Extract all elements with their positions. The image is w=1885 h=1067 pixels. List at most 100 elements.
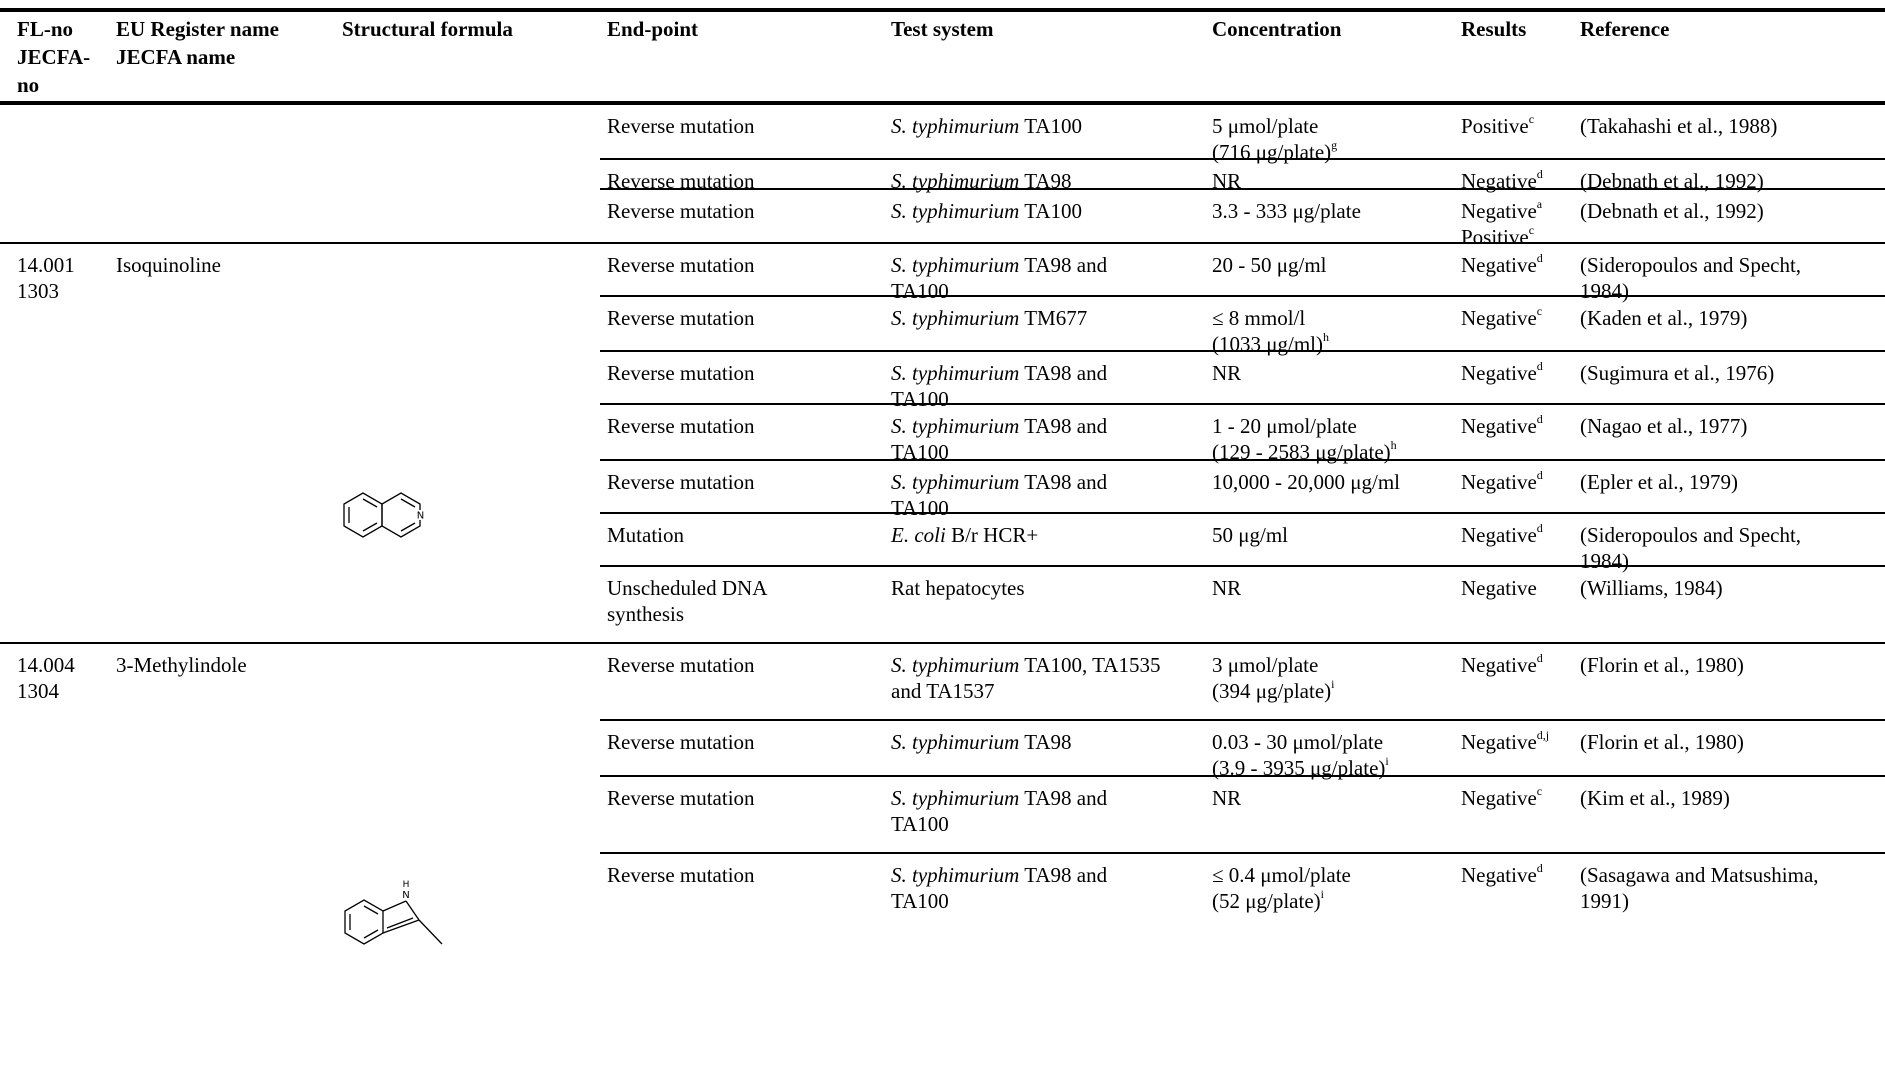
concentration-cell: 0.03 - 30 μmol/plate (3.9 - 3935 μg/plate…	[1212, 729, 1389, 781]
test-system-cell: Rat hepatocytes	[891, 575, 1025, 601]
organism-name: S. typhimurium	[891, 786, 1020, 810]
test-system-line2: TA100	[891, 812, 949, 836]
result-cell: Negativea Positivec	[1461, 198, 1542, 250]
concentration: 3 μmol/plate	[1212, 653, 1319, 677]
substance-name: Isoquinoline	[116, 253, 221, 277]
result: Negatived	[1461, 521, 1543, 547]
test-system: S. typhimurium TA100	[891, 114, 1083, 138]
superscript-note: d,j	[1536, 728, 1550, 742]
concentration-cell: NR	[1212, 575, 1241, 601]
concentration-converted: (52 μg/plate)i	[1212, 887, 1324, 913]
reference-cell: (Florin et al., 1980)	[1580, 652, 1744, 678]
header-endpoint: End-point	[607, 17, 699, 41]
concentration: 1 - 20 μmol/plate	[1212, 414, 1357, 438]
organism-name: S. typhimurium	[891, 114, 1020, 138]
endpoint: Reverse mutation	[607, 253, 755, 277]
header-flno-line: FL-no	[17, 17, 74, 41]
concentration: 50 μg/ml	[1212, 523, 1289, 547]
concentration-cell: 20 - 50 μg/ml	[1212, 252, 1327, 278]
row-divider	[600, 403, 1885, 405]
table-row: Mutation E. coli B/r HCR+ 50 μg/ml Negative…	[0, 514, 1885, 573]
concentration-converted: (394 μg/plate)i	[1212, 677, 1335, 703]
concentration-converted: (716 μg/plate)g	[1212, 138, 1338, 164]
organism-name: S. typhimurium	[891, 253, 1020, 277]
endpoint: Reverse mutation	[607, 306, 755, 330]
test-system-cell: S. typhimurium TA98 and TA100	[891, 785, 1107, 837]
endpoint: Reverse mutation	[607, 653, 755, 677]
row-divider	[600, 350, 1885, 352]
superscript-note: d	[1536, 468, 1543, 482]
endpoint: Reverse mutation	[607, 414, 755, 438]
result: Negative	[1461, 576, 1537, 600]
reference-cell: (Epler et al., 1979)	[1580, 469, 1738, 495]
row-divider	[600, 719, 1885, 721]
reference: (Williams, 1984)	[1580, 576, 1723, 600]
reference: (Florin et al., 1980)	[1580, 730, 1744, 754]
concentration: 0.03 - 30 μmol/plate	[1212, 730, 1384, 754]
test-system-cell: S. typhimurium TA100	[891, 113, 1082, 139]
superscript-note: d	[1536, 651, 1543, 665]
superscript-note: c	[1528, 223, 1535, 237]
reference-cell: (Williams, 1984)	[1580, 575, 1723, 601]
reference: (Sasagawa and Matsushima,	[1580, 863, 1819, 887]
test-system-line2: TA100	[891, 889, 949, 913]
reference: (Sugimura et al., 1976)	[1580, 361, 1775, 385]
test-system: S. typhimurium TA98 and	[891, 470, 1108, 494]
result: Negativec	[1461, 784, 1543, 810]
superscript-note: c	[1536, 304, 1543, 318]
superscript-note: i	[1331, 677, 1335, 691]
reference-cell: (Debnath et al., 1992)	[1580, 198, 1764, 224]
superscript-note: i	[1320, 887, 1324, 901]
superscript-note: d	[1536, 521, 1543, 535]
test-system-line2: TA100	[891, 279, 949, 303]
header-flno-line: JECFA-	[17, 45, 91, 69]
concentration-cell: 1 - 20 μmol/plate (129 - 2583 μg/plate)h	[1212, 413, 1397, 465]
reference-cell: (Florin et al., 1980)	[1580, 729, 1744, 755]
result-cell: Negatived	[1461, 652, 1543, 678]
fl-no: 14.001	[17, 253, 75, 277]
concentration-cell: 5 μmol/plate (716 μg/plate)g	[1212, 113, 1337, 165]
test-system-cell: S. typhimurium TA100	[891, 198, 1082, 224]
test-system: S. typhimurium TA98 and	[891, 786, 1108, 810]
endpoint-cell: Reverse mutation	[607, 652, 755, 678]
test-system: S. typhimurium TA98 and	[891, 414, 1108, 438]
test-system: S. typhimurium TA98 and	[891, 361, 1108, 385]
table-row: 14.001 1303 Isoquinoline Reverse mutation S.…	[0, 244, 1885, 303]
header-concentration: Concentration	[1212, 17, 1342, 41]
reference: (Kim et al., 1989)	[1580, 786, 1730, 810]
reference-cell: (Takahashi et al., 1988)	[1580, 113, 1777, 139]
result: Negatived	[1461, 468, 1543, 494]
reference-line2: 1984)	[1580, 279, 1629, 303]
substance-name: 3-Methylindole	[116, 653, 247, 677]
result-cell: Negatived	[1461, 413, 1543, 439]
reference: (Nagao et al., 1977)	[1580, 414, 1748, 438]
concentration: 10,000 - 20,000 μg/ml	[1212, 470, 1401, 494]
test-system-cell: S. typhimurium TA98 and TA100	[891, 252, 1107, 304]
concentration-cell: 10,000 - 20,000 μg/ml	[1212, 469, 1400, 495]
reference-line2: 1991)	[1580, 889, 1629, 913]
result: Positivec	[1461, 112, 1535, 138]
table-row: Reverse mutation S. typhimurium TA100 5 μm…	[0, 105, 1885, 164]
test-system-cell: S. typhimurium TA100, TA1535 and TA1537	[891, 652, 1160, 704]
concentration-cell: NR	[1212, 785, 1241, 811]
row-divider	[600, 565, 1885, 567]
test-system-cell: S. typhimurium TA98 and TA100	[891, 862, 1107, 914]
concentration-cell: 50 μg/ml	[1212, 522, 1288, 548]
jecfa-no: 1303	[17, 279, 59, 303]
table-row: Reverse mutation S. typhimurium TA98 0.03 …	[0, 721, 1885, 780]
header-name: EU Register name JECFA name	[116, 15, 279, 71]
test-system-cell: S. typhimurium TA98 and TA100	[891, 413, 1107, 465]
result-cell: Negatived	[1461, 862, 1543, 888]
result-cell: Negatived,j	[1461, 729, 1549, 755]
result: Negatived,j	[1461, 728, 1550, 754]
isoquinoline-structure-icon: N	[340, 482, 440, 540]
endpoint-cell: Unscheduled DNA synthesis	[607, 575, 767, 627]
reference: (Sideropoulos and Specht,	[1580, 523, 1802, 547]
result: Positivec	[1461, 223, 1535, 249]
superscript-note: c	[1536, 784, 1543, 798]
superscript-note: d	[1536, 167, 1543, 181]
header-flno: FL-no JECFA- no	[17, 15, 90, 99]
reference: (Debnath et al., 1992)	[1580, 199, 1764, 223]
concentration: ≤ 8 mmol/l	[1212, 306, 1306, 330]
header-flno-line: no	[17, 73, 40, 97]
